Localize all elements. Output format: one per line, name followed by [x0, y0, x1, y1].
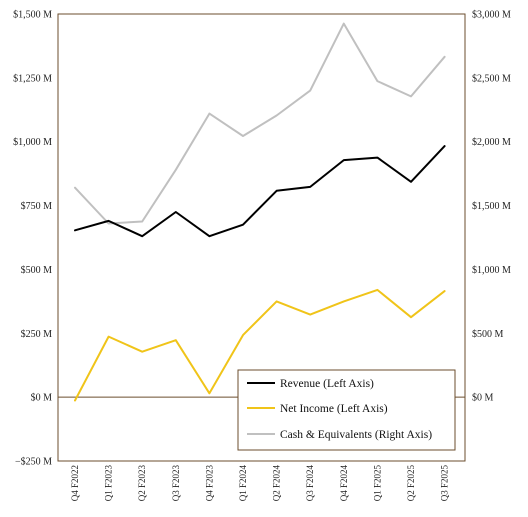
right-tick-label: $2,000 M	[472, 137, 511, 148]
x-tick-label: Q4 F2024	[339, 465, 349, 502]
left-tick-label: $0 M	[31, 393, 53, 404]
left-tick-label: $750 M	[21, 201, 53, 212]
series-line-revenue	[74, 145, 446, 238]
left-tick-label: $250 M	[21, 329, 53, 340]
x-tick-label: Q3 F2025	[440, 465, 450, 502]
x-tick-label: Q1 F2025	[372, 465, 382, 502]
x-tick-label: Q1 F2024	[238, 465, 248, 502]
left-tick-label: −$250 M	[15, 457, 52, 468]
x-tick-label: Q1 F2023	[104, 465, 114, 502]
x-tick-label: Q4 F2022	[70, 465, 80, 501]
right-axis-ticks: $0 M $500 M $1,000 M $1,500 M $2,000 M $2,500…	[472, 10, 511, 404]
right-tick-label: $1,000 M	[472, 265, 511, 276]
right-tick-label: $1,500 M	[472, 201, 511, 212]
left-axis-ticks: −$250 M $0 M $250 M $500 M $750 M $1,000 M $1,…	[13, 10, 52, 468]
plot-area	[57, 13, 466, 462]
right-tick-label: $500 M	[472, 329, 504, 340]
right-tick-label: $3,000 M	[472, 10, 511, 21]
x-tick-label: Q2 F2023	[137, 465, 147, 502]
left-tick-label: $1,500 M	[13, 10, 52, 21]
x-axis-ticks: Q4 F2022 Q1 F2023 Q2 F2023 Q3 F2023 Q4 F2023…	[70, 465, 450, 502]
right-tick-label: $0 M	[472, 393, 494, 404]
x-tick-label: Q4 F2023	[204, 465, 214, 502]
series-line-cash	[74, 22, 446, 225]
legend: Revenue (Left Axis) Net Income (Left Axis…	[237, 369, 456, 451]
series-line-net-income	[74, 288, 446, 402]
left-tick-label: $500 M	[21, 265, 53, 276]
right-tick-label: $2,500 M	[472, 73, 511, 84]
left-tick-label: $1,000 M	[13, 137, 52, 148]
left-tick-label: $1,250 M	[13, 73, 52, 84]
x-tick-label: Q2 F2024	[272, 465, 282, 502]
x-tick-label: Q3 F2024	[305, 465, 315, 502]
x-tick-label: Q2 F2025	[406, 465, 416, 502]
x-tick-label: Q3 F2023	[171, 465, 181, 502]
legend-label: Cash & Equivalents (Right Axis)	[280, 429, 432, 441]
series-lines	[74, 22, 446, 402]
legend-label: Net Income (Left Axis)	[280, 403, 388, 415]
legend-label: Revenue (Left Axis)	[280, 378, 374, 390]
